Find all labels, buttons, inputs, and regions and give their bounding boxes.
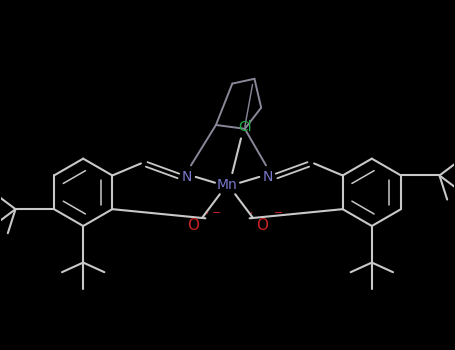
Text: ’: ’ xyxy=(205,211,208,221)
Text: N: N xyxy=(182,170,192,184)
Text: −: − xyxy=(212,209,222,218)
Text: O: O xyxy=(256,218,268,232)
Text: O: O xyxy=(187,218,199,232)
Text: −: − xyxy=(274,209,283,218)
Text: N: N xyxy=(263,170,273,184)
Text: ’: ’ xyxy=(250,211,253,221)
Text: Mn: Mn xyxy=(217,177,238,191)
Text: Cl: Cl xyxy=(238,120,252,134)
